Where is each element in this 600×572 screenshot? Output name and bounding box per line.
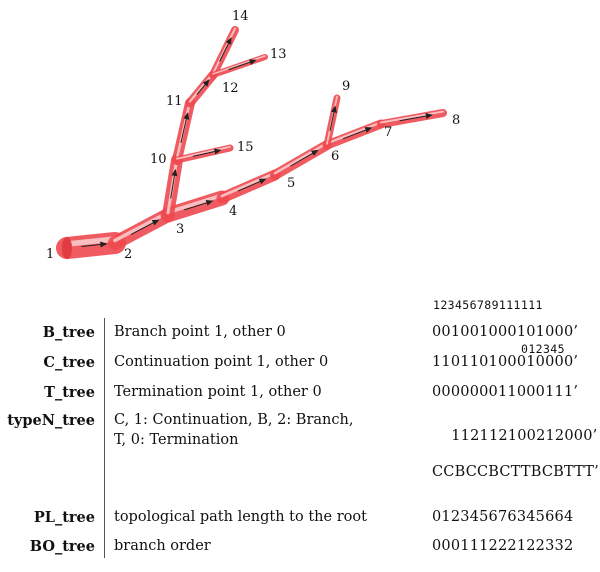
tree-direction-arrow-12-13 <box>228 59 257 71</box>
table-divider <box>104 318 105 558</box>
row-code: 110110100010000’ <box>432 354 579 370</box>
row-description: Continuation point 1, other 0 <box>114 354 329 370</box>
node-label-1: 1 <box>46 247 54 262</box>
row-code-line2: CCBCCBCTTBCBTTT’ <box>432 464 599 480</box>
index-header: 123456789111111 012345 <box>433 270 565 370</box>
tree-segment-highlight-12-13 <box>212 55 266 75</box>
node-label-7: 7 <box>384 125 392 140</box>
row-description: Branch point 1, other 0 <box>114 324 286 340</box>
tree-segment-highlight-11-12 <box>188 72 215 103</box>
tree-segment-highlight-3-4 <box>166 193 224 215</box>
node-label-15: 15 <box>237 140 254 155</box>
row-description: branch order <box>114 538 211 554</box>
row-name: C_tree <box>43 354 95 371</box>
row-name: typeN_tree <box>7 412 95 429</box>
row-description-line2: T, 0: Termination <box>114 432 239 448</box>
tree-direction-arrow-5-6 <box>290 149 319 167</box>
node-label-5: 5 <box>287 176 295 191</box>
tree-direction-arrow-7-8 <box>399 113 433 122</box>
node-label-12: 12 <box>222 81 239 96</box>
node-label-14: 14 <box>232 9 249 24</box>
row-code-block: 112112100212000’ CCBCCBCTTBCBTTT’ <box>432 412 600 512</box>
tree-direction-arrow-3-4 <box>184 200 214 211</box>
tree-segment-highlight-12-14 <box>212 27 236 75</box>
row-description-block: C, 1: Continuation, B, 2: Branch, T, 0: … <box>114 412 414 448</box>
row-name: B_tree <box>42 324 95 341</box>
index-header-line1: 123456789111111 <box>433 298 543 312</box>
node-label-6: 6 <box>331 149 339 164</box>
tree-direction-arrow-4-5 <box>237 178 267 192</box>
row-code: 001001000101000’ <box>432 324 579 340</box>
row-name: T_tree <box>44 384 95 401</box>
row-code: 000111222122332 <box>432 538 574 554</box>
tree-direction-arrow-6-7 <box>343 127 373 140</box>
tree-direction-arrow-10-11 <box>180 112 190 144</box>
tree-direction-arrow-1-2 <box>81 241 108 248</box>
tree-segment-highlight-5-6 <box>273 141 329 175</box>
index-header-line2: 012345 <box>521 342 565 356</box>
tree-direction-arrow-11-12 <box>196 79 210 95</box>
node-label-11: 11 <box>166 94 183 109</box>
node-label-2: 2 <box>124 247 132 262</box>
tree-root-cap <box>62 237 72 259</box>
tree-direction-arrow-6-9 <box>329 105 337 132</box>
row-description: topological path length to the root <box>114 509 367 525</box>
tree-direction-arrow-12-14 <box>219 37 232 62</box>
node-label-9: 9 <box>342 79 350 94</box>
tree-direction-arrow-3-10 <box>170 168 178 199</box>
row-name: BO_tree <box>29 538 95 555</box>
tree-segment-highlight-6-7 <box>325 121 383 145</box>
row-code: 000000011000111’ <box>432 384 579 400</box>
row-code: 112112100212000’ <box>451 428 598 444</box>
node-label-10: 10 <box>150 152 167 167</box>
row-description: Termination point 1, other 0 <box>114 384 322 400</box>
row-name: PL_tree <box>33 509 95 526</box>
tree-tubes <box>56 26 447 259</box>
row-code: 012345676345664 <box>432 509 574 525</box>
row-description: C, 1: Continuation, B, 2: Branch, <box>114 412 354 428</box>
tree-segment-highlight-2-3 <box>113 210 170 243</box>
node-label-13: 13 <box>270 47 287 62</box>
node-label-3: 3 <box>176 222 184 237</box>
tree-direction-arrow-10-15 <box>192 148 222 157</box>
tree-direction-arrow-2-3 <box>130 219 160 236</box>
tree-segment-highlight-1-2 <box>64 236 118 247</box>
tree-segment-highlight-4-5 <box>220 171 277 198</box>
node-label-4: 4 <box>229 204 237 219</box>
node-label-8: 8 <box>452 113 460 128</box>
